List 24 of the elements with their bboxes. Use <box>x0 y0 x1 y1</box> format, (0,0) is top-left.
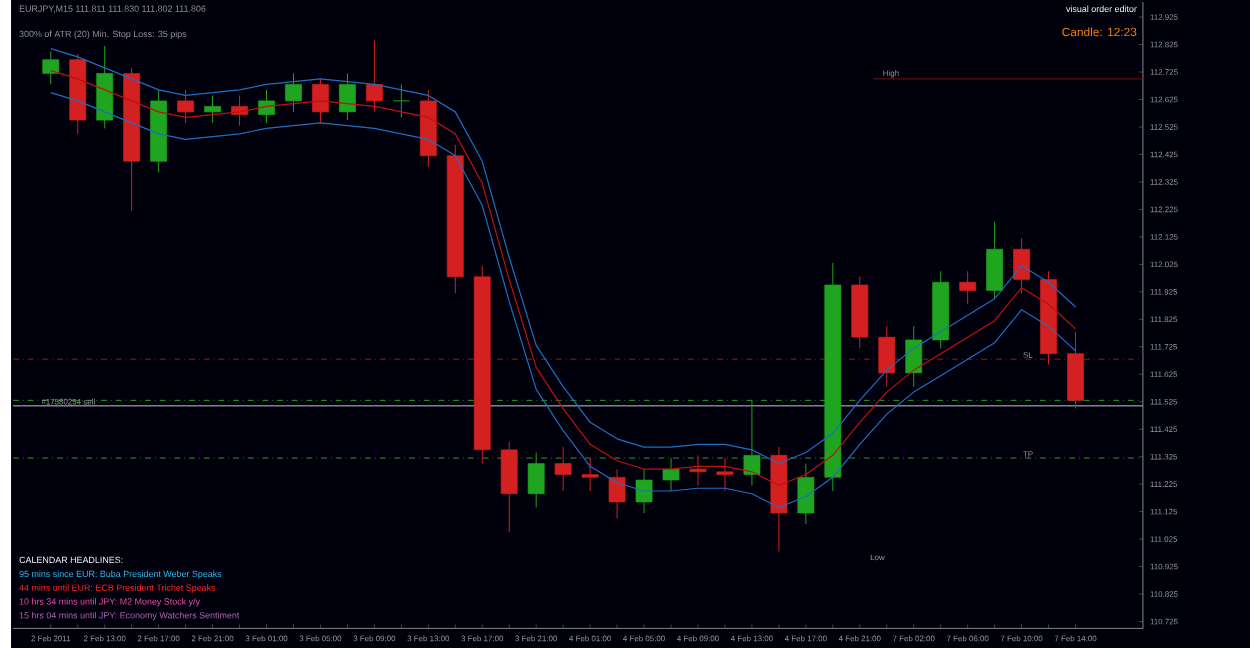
candlestick <box>959 270 977 305</box>
candlestick <box>204 94 221 124</box>
candlestick <box>554 446 572 492</box>
candlestick <box>689 454 707 486</box>
candlestick <box>42 50 60 85</box>
candlestick <box>285 72 302 113</box>
candlestick <box>716 457 734 492</box>
candlestick <box>878 325 896 388</box>
candlestick <box>312 78 329 124</box>
candlestick <box>365 39 383 113</box>
candlestick <box>581 457 599 492</box>
candlestick <box>392 83 410 118</box>
candlestick <box>797 462 815 525</box>
candlestick <box>96 45 114 129</box>
candlestick <box>635 468 653 514</box>
candlestick <box>177 89 194 124</box>
candlestick <box>1067 331 1084 409</box>
candlestick <box>986 221 1004 300</box>
candlestick <box>1013 237 1030 294</box>
candlestick <box>500 440 518 533</box>
candlestick <box>339 72 356 121</box>
candlestick <box>258 89 275 124</box>
candlestick <box>608 468 626 519</box>
candlestick <box>905 325 923 388</box>
